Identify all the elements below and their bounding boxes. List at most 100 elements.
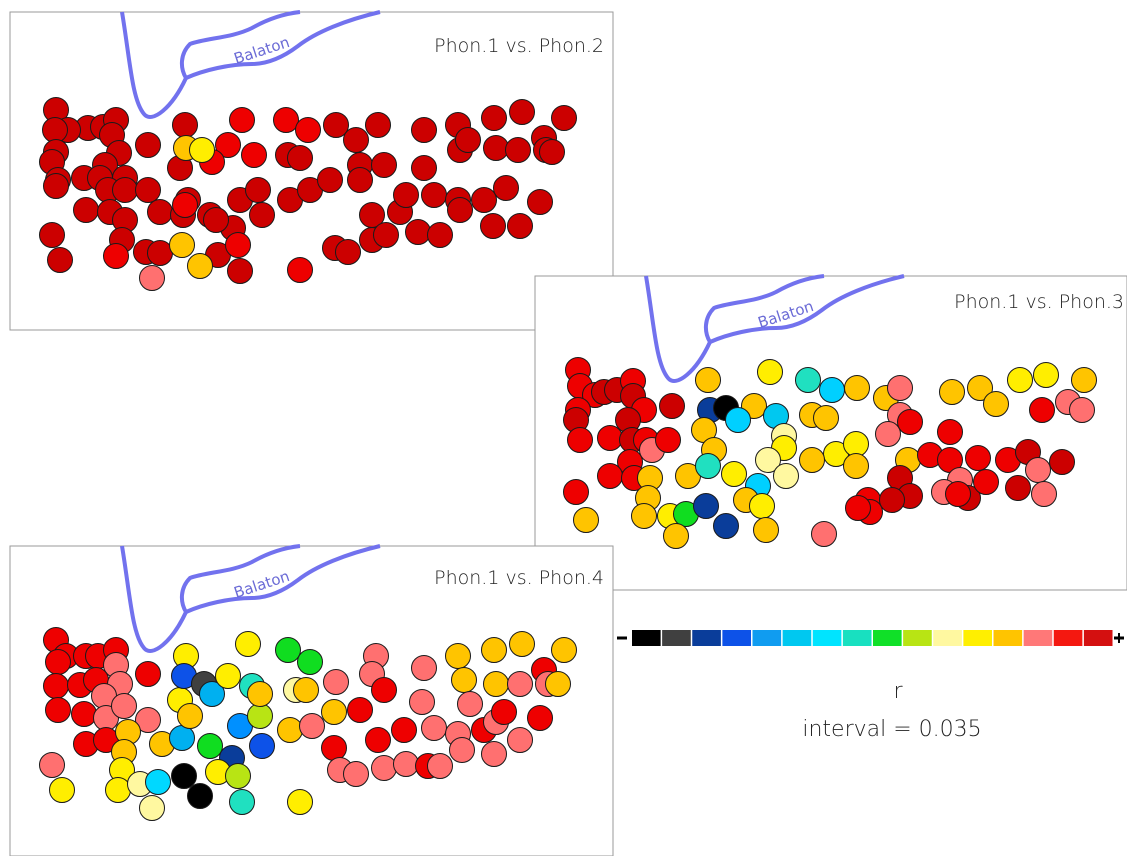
legend-swatch [1083,630,1113,646]
legend-swatch [662,630,691,646]
data-point [481,105,507,131]
legend-swatch [873,630,902,646]
data-point [725,407,751,433]
panel-title: Phon.1 vs. Phon.2 [434,35,604,57]
data-point [539,139,565,165]
data-point [147,240,173,266]
data-point [321,699,347,725]
legend-swatch [842,630,872,646]
data-point [215,132,241,158]
legend-swatch [812,630,842,646]
data-point [695,367,721,393]
data-point [507,671,533,697]
data-point [71,701,97,727]
data-point [347,167,373,193]
data-point [177,703,203,729]
data-point [455,127,481,153]
data-point [509,631,535,657]
data-point [879,487,905,513]
panel-title: Phon.1 vs. Phon.4 [434,567,604,589]
data-point [631,503,657,529]
data-point [45,649,71,675]
data-point [249,733,275,759]
legend-swatch [632,630,661,646]
data-point [323,669,349,695]
data-point [241,142,267,168]
data-point [229,107,255,133]
data-point [457,691,483,717]
color-legend: r interval = 0.035 [617,630,1124,742]
data-point [293,677,319,703]
data-point [1069,397,1095,423]
data-point [197,733,223,759]
data-point [773,463,799,489]
data-point [371,677,397,703]
data-point [447,197,473,223]
data-point [187,253,213,279]
panel-phon1-vs-phon4: Balaton Phon.1 vs. Phon.4 [9,544,614,856]
data-point [49,777,75,803]
data-point [411,117,437,143]
data-point [245,177,271,203]
data-point [819,377,845,403]
data-point [845,495,871,521]
lake-shoreline-south [185,10,381,80]
data-point [215,663,241,689]
legend-swatch [782,630,812,646]
data-point [287,257,313,283]
data-point [1031,481,1057,507]
lake-shoreline [120,10,301,119]
lake-shoreline [120,544,301,653]
data-point [445,643,471,669]
data-point [39,222,65,248]
data-point [343,761,369,787]
legend-label: r [893,679,903,704]
data-point [939,379,965,405]
legend-swatch [933,630,962,646]
data-point [235,631,261,657]
data-point [277,717,303,743]
data-point [480,213,506,239]
data-point [567,427,593,453]
data-point [663,523,689,549]
data-point [811,521,837,547]
data-point [111,693,137,719]
data-point [945,481,971,507]
data-point [299,713,325,739]
lake-shoreline-south [709,274,905,344]
data-point [973,469,999,495]
data-point [753,517,779,543]
data-point [287,789,313,815]
data-point [145,769,171,795]
data-point [1025,457,1051,483]
data-point [45,697,71,723]
data-point [1029,397,1055,423]
data-point [427,222,453,248]
data-point [43,173,69,199]
data-point [393,182,419,208]
legend-swatch [903,630,932,646]
data-point [757,359,783,385]
data-point [471,187,497,213]
data-point [169,232,195,258]
data-point [695,453,721,479]
data-point [693,493,719,519]
data-point [421,715,447,741]
data-point [139,795,165,821]
legend-swatch [1023,630,1053,646]
data-point [365,727,391,753]
data-point [755,447,781,473]
data-point [844,375,870,401]
data-point [275,637,301,663]
data-point [1071,367,1097,393]
data-point [481,741,507,767]
data-point [507,727,533,753]
data-point [247,681,273,707]
data-point [843,431,869,457]
data-point [321,735,347,761]
data-point [169,725,195,751]
data-point [493,175,519,201]
data-point [135,132,161,158]
data-point [527,189,553,215]
data-point [749,493,775,519]
